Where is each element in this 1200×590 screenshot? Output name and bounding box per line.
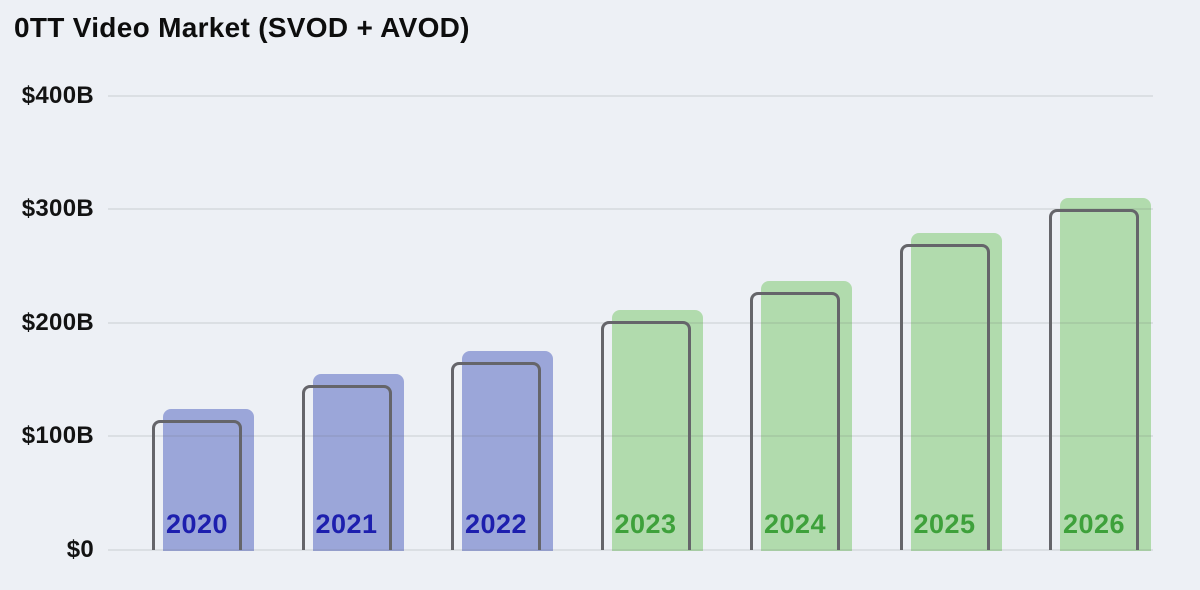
year-label-2023: 2023 — [614, 509, 677, 539]
bar-fill-2021 — [312, 373, 404, 551]
year-label-2021: 2021 — [315, 509, 378, 539]
bar-outline-2025 — [899, 244, 990, 550]
bar-outline-2024 — [750, 291, 840, 550]
year-label-2025: 2025 — [913, 509, 976, 539]
bar-fill-2020 — [163, 409, 254, 551]
y-axis-tick-label: $100B — [21, 422, 94, 449]
bar-fill-2024 — [761, 280, 852, 551]
bar-fill-2026 — [1060, 198, 1151, 551]
y-axis-tick-label: $400B — [21, 81, 94, 109]
bar-fill-2025 — [910, 233, 1002, 551]
bar-outline-2022 — [451, 362, 541, 550]
year-label-2020: 2020 — [165, 509, 229, 539]
gridline — [108, 208, 1153, 210]
bar-fill-2022 — [462, 351, 553, 551]
bar-outline-2023 — [600, 321, 691, 550]
year-label-2024: 2024 — [763, 509, 827, 539]
gridline — [108, 548, 1153, 551]
bar-outline-2026 — [1049, 209, 1139, 550]
gridline — [108, 94, 1153, 97]
y-axis-tick-label: $300B — [21, 195, 94, 222]
chart-title: 0TT Video Market (SVOD + AVOD) — [14, 12, 470, 43]
y-axis-tick-label: $200B — [21, 308, 94, 336]
year-label-2026: 2026 — [1062, 509, 1126, 539]
bar-fill-2023 — [611, 310, 703, 551]
bar-outline-2020 — [152, 420, 242, 550]
bar-outline-2021 — [301, 384, 392, 550]
y-axis-tick-label: $0 — [66, 535, 94, 563]
gridline — [108, 435, 1153, 437]
year-label-2022: 2022 — [464, 509, 528, 539]
